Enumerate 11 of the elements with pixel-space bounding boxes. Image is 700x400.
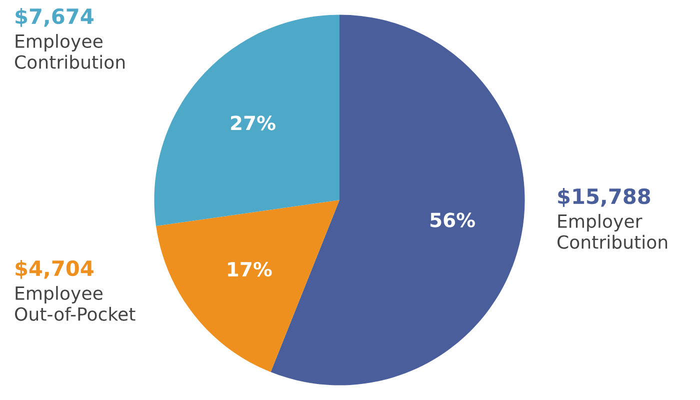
pie-slice	[154, 14, 340, 226]
text: 27%	[231, 116, 276, 130]
text: 17%	[228, 262, 272, 277]
slice-label: Employee Contribution	[15, 34, 125, 69]
pie-slice	[156, 200, 340, 372]
data-label: $7,674	[16, 8, 94, 27]
data-label: $4,704	[16, 260, 94, 279]
data-label: $15,788	[558, 188, 650, 207]
slice-label: Employee Out-of-Pocket	[15, 286, 136, 321]
slice-label: Employer Contribution	[558, 214, 668, 249]
text: 56%	[430, 212, 475, 228]
